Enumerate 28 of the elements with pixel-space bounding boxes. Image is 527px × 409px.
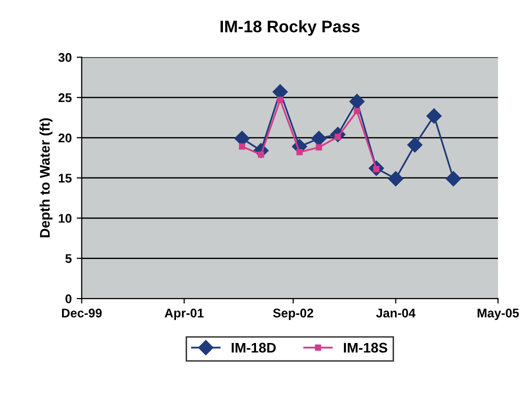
point: [316, 144, 322, 150]
point: [277, 96, 284, 104]
y-tick-label: 25: [58, 93, 72, 102]
y-tick-label: 15: [58, 174, 72, 183]
x-tick-label: May-05: [478, 308, 519, 320]
legend-label: IM-18S: [344, 342, 388, 353]
point: [238, 143, 246, 150]
point: [354, 108, 360, 114]
y-tick-label: 0: [66, 294, 72, 304]
point: [407, 137, 422, 153]
point: [311, 130, 326, 146]
x-tick-label: Sep-02: [273, 308, 314, 320]
point: [388, 171, 404, 186]
point: [258, 151, 264, 158]
y-tick-label: 30: [58, 53, 72, 62]
x-tick-label: Dec-99: [62, 308, 102, 318]
point: [349, 94, 365, 110]
chart-title: IM-18 Rocky Pass: [220, 20, 360, 36]
y-tick-label: 20: [58, 133, 72, 142]
point: [296, 149, 303, 156]
y-tick-label: 5: [65, 254, 72, 264]
point: [446, 171, 461, 186]
legend-label: IM-18D: [232, 342, 276, 353]
x-tick-label: Jan-04: [376, 308, 416, 318]
y-tick-label: 10: [58, 214, 72, 223]
y-axis-title: Depth to Water (ft): [40, 118, 53, 238]
x-tick-label: Apr-01: [164, 308, 204, 320]
point: [426, 108, 442, 124]
